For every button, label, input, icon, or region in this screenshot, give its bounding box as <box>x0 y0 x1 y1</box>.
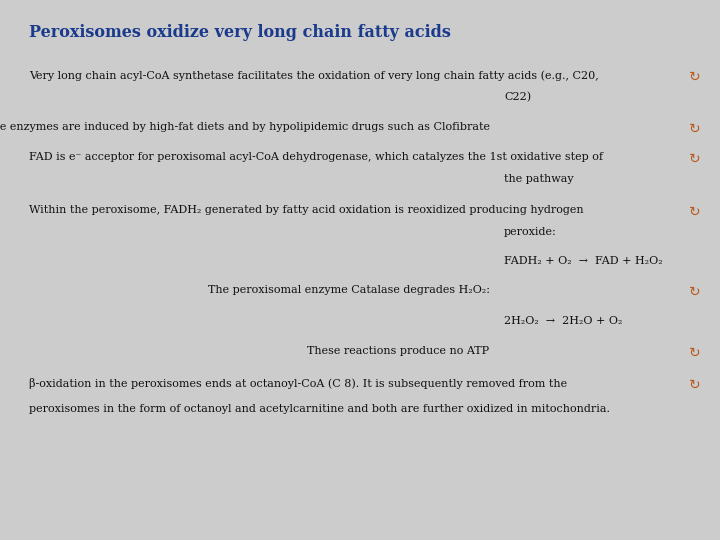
Text: The peroxisomal enzyme Catalase degrades H₂O₂:: The peroxisomal enzyme Catalase degrades… <box>207 285 490 295</box>
Text: ↻: ↻ <box>689 378 701 392</box>
Text: ↻: ↻ <box>689 122 701 136</box>
Text: These reactions produce no ATP: These reactions produce no ATP <box>307 346 490 356</box>
Text: ↻: ↻ <box>689 152 701 166</box>
Text: peroxide:: peroxide: <box>504 227 557 237</box>
Text: These enzymes are induced by high-fat diets and by hypolipidemic drugs such as C: These enzymes are induced by high-fat di… <box>0 122 490 132</box>
Text: ↻: ↻ <box>689 285 701 299</box>
Text: C22): C22) <box>504 92 531 102</box>
Text: FADH₂ + O₂  →  FAD + H₂O₂: FADH₂ + O₂ → FAD + H₂O₂ <box>504 256 662 266</box>
Text: peroxisomes in the form of octanoyl and acetylcarnitine and both are further oxi: peroxisomes in the form of octanoyl and … <box>29 404 610 414</box>
Text: Peroxisomes oxidize very long chain fatty acids: Peroxisomes oxidize very long chain fatt… <box>29 24 451 41</box>
Text: the pathway: the pathway <box>504 174 574 184</box>
Text: Within the peroxisome, FADH₂ generated by fatty acid oxidation is reoxidized pro: Within the peroxisome, FADH₂ generated b… <box>29 205 583 215</box>
Text: Very long chain acyl-CoA synthetase facilitates the oxidation of very long chain: Very long chain acyl-CoA synthetase faci… <box>29 70 598 81</box>
Text: FAD is e⁻ acceptor for peroxisomal acyl-CoA dehydrogenase, which catalyzes the 1: FAD is e⁻ acceptor for peroxisomal acyl-… <box>29 152 603 163</box>
Text: ↻: ↻ <box>689 205 701 219</box>
Text: 2H₂O₂  →  2H₂O + O₂: 2H₂O₂ → 2H₂O + O₂ <box>504 316 622 326</box>
Text: ↻: ↻ <box>689 70 701 84</box>
Text: ↻: ↻ <box>689 346 701 360</box>
Text: β-oxidation in the peroxisomes ends at octanoyl-CoA (C 8). It is subsequently re: β-oxidation in the peroxisomes ends at o… <box>29 378 567 389</box>
